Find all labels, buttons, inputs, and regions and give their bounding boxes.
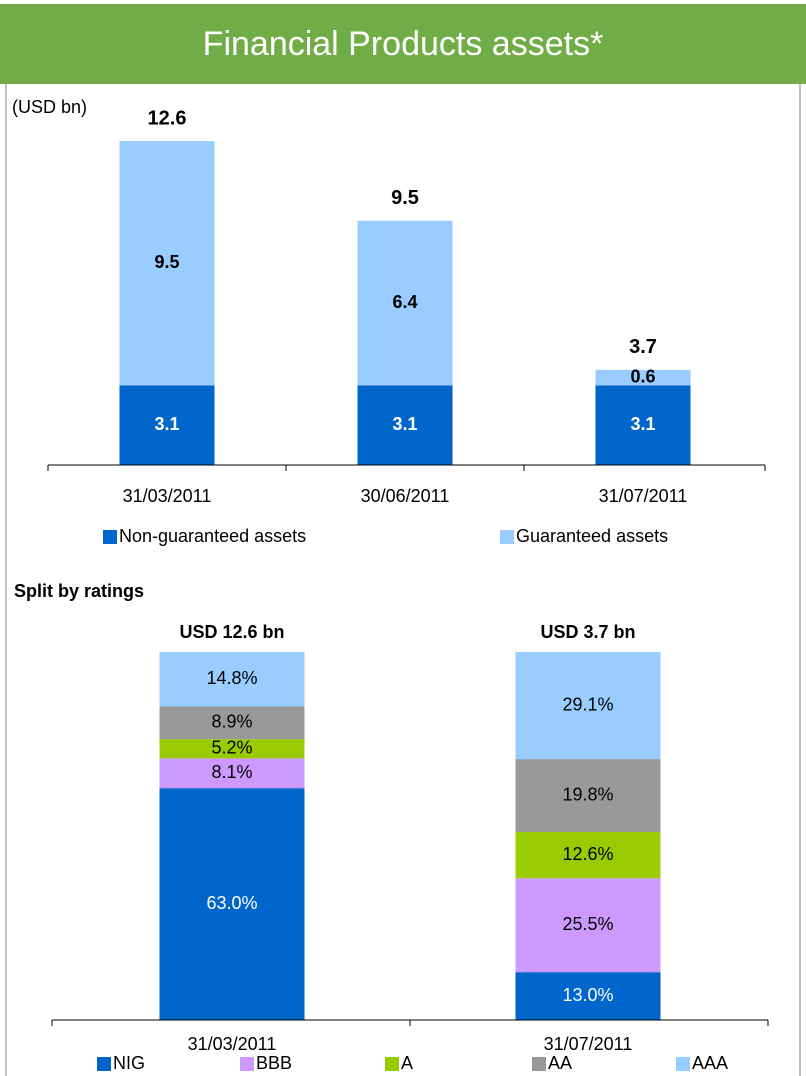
value-label: 6.4 xyxy=(392,292,417,312)
legend-swatch xyxy=(532,1057,546,1071)
value-label: 9.5 xyxy=(154,252,179,272)
legend-swatch xyxy=(676,1057,690,1071)
page-title: Financial Products assets* xyxy=(203,25,604,63)
category-header: USD 12.6 bn xyxy=(179,622,284,642)
total-label: 12.6 xyxy=(148,107,187,129)
legend-label: BBB xyxy=(256,1053,292,1073)
value-label: 0.6 xyxy=(630,366,655,386)
value-label: 3.1 xyxy=(392,414,417,434)
legend-swatch xyxy=(97,1057,111,1071)
value-label: 3.1 xyxy=(154,414,179,434)
value-label: 19.8% xyxy=(562,784,613,804)
total-label: 9.5 xyxy=(391,187,419,209)
legend-swatch xyxy=(103,530,117,544)
value-label: 25.5% xyxy=(562,914,613,934)
value-label: 29.1% xyxy=(562,694,613,714)
header-band xyxy=(0,4,806,84)
legend-label: Guaranteed assets xyxy=(516,526,668,546)
legend-swatch xyxy=(500,530,514,544)
legend-label: AA xyxy=(548,1053,572,1073)
x-tick-label: 31/03/2011 xyxy=(188,1034,277,1054)
value-label: 3.1 xyxy=(630,414,655,434)
bar-segment xyxy=(515,972,661,1020)
legend-swatch xyxy=(385,1057,399,1071)
unit-label: (USD bn) xyxy=(12,97,87,117)
bar-segment xyxy=(357,220,453,386)
legend-swatch xyxy=(240,1057,254,1071)
x-tick-label: 30/06/2011 xyxy=(361,486,450,506)
value-label: 8.9% xyxy=(211,712,252,732)
x-tick-label: 31/07/2011 xyxy=(544,1034,633,1054)
value-label: 12.6% xyxy=(562,844,613,864)
bar-segment xyxy=(357,385,453,465)
value-label: 13.0% xyxy=(562,985,613,1005)
x-tick-label: 31/07/2011 xyxy=(599,486,688,506)
bar-segment xyxy=(515,759,661,832)
total-label: 3.7 xyxy=(629,336,657,358)
bar-segment xyxy=(159,739,305,759)
legend-label: NIG xyxy=(113,1053,145,1073)
legend-label: Non-guaranteed assets xyxy=(119,526,306,546)
bar-segment xyxy=(515,878,661,973)
value-label: 8.1% xyxy=(211,762,252,782)
bar-segment xyxy=(159,706,305,740)
category-header: USD 3.7 bn xyxy=(540,622,635,642)
bar-segment xyxy=(595,369,691,386)
bar-segment xyxy=(515,652,661,760)
legend-label: AAA xyxy=(692,1053,728,1073)
bar-segment xyxy=(159,652,305,707)
bar-segment xyxy=(515,831,661,879)
value-label: 14.8% xyxy=(206,668,257,688)
value-label: 5.2% xyxy=(211,738,252,758)
bar-segment xyxy=(159,788,305,1020)
x-tick-label: 31/03/2011 xyxy=(123,486,212,506)
chart-title: Split by ratings xyxy=(14,581,144,601)
value-label: 63.0% xyxy=(206,893,257,913)
bar-segment xyxy=(595,385,691,465)
bar-segment xyxy=(119,141,215,386)
legend-label: A xyxy=(401,1053,413,1073)
bar-segment xyxy=(159,758,305,789)
bar-segment xyxy=(119,385,215,465)
